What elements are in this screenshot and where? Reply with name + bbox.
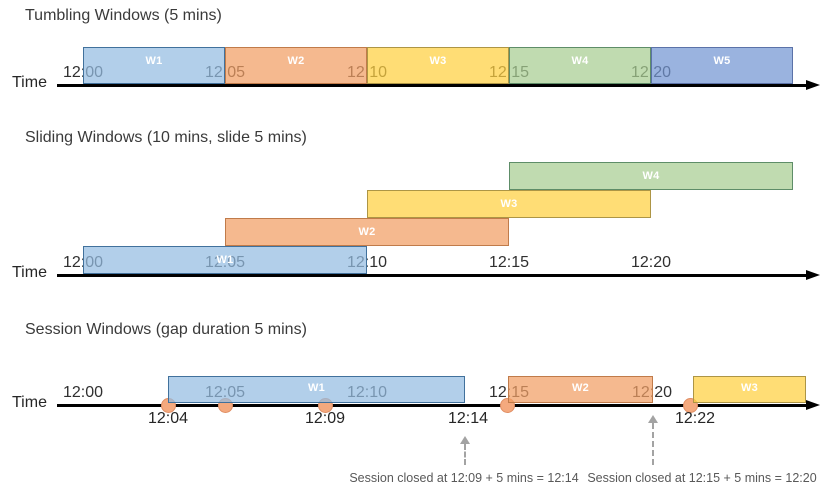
tumbling-window-box-w4: W4 <box>509 47 651 84</box>
tumbling-window-label: W1 <box>145 54 163 67</box>
tumbling-section-title: Tumbling Windows (5 mins) <box>25 7 222 24</box>
tumbling-window-label: W4 <box>571 54 589 67</box>
sliding-section-title: Sliding Windows (10 mins, slide 5 mins) <box>25 129 307 146</box>
sliding-window-box-w3: W3 <box>367 190 651 218</box>
session-time-axis-arrowhead-icon <box>806 399 820 410</box>
session-window-label: W1 <box>307 381 326 394</box>
session-event-time-label: 12:14 <box>447 410 489 427</box>
sliding-window-box-w1: W1 <box>83 246 367 274</box>
session-window-label: W3 <box>740 381 759 394</box>
session-session-closed-note: Session closed at 12:09 + 5 mins = 12:14 <box>349 471 579 485</box>
tumbling-window-label: W2 <box>287 54 305 67</box>
session-window-box-w1: W1 <box>168 376 465 403</box>
sliding-tick-label: 12:20 <box>630 254 672 271</box>
sliding-window-label: W1 <box>216 254 234 266</box>
sliding-window-label: W4 <box>642 170 660 182</box>
tumbling-window-label: W3 <box>429 54 447 67</box>
session-annotation-arrowhead-icon <box>648 415 658 423</box>
session-annotation-dashed-line <box>464 444 466 465</box>
session-event-time-label: 12:04 <box>147 410 189 427</box>
sliding-window-box-w2: W2 <box>225 218 509 246</box>
session-section-title: Session Windows (gap duration 5 mins) <box>25 321 307 338</box>
tumbling-time-axis-label: Time <box>12 74 47 91</box>
sliding-window-label: W3 <box>500 198 518 210</box>
sliding-window-box-w4: W4 <box>509 162 793 190</box>
tumbling-window-label: W5 <box>713 54 731 67</box>
session-annotation-dashed-line <box>652 423 654 465</box>
session-event-time-label: 12:22 <box>674 410 716 427</box>
tumbling-window-box-w2: W2 <box>225 47 367 84</box>
session-annotation-arrowhead-icon <box>460 436 470 444</box>
session-window-box-w3: W3 <box>693 376 806 403</box>
sliding-time-axis-arrowhead-icon <box>806 269 820 280</box>
session-time-axis-line <box>57 404 807 407</box>
sliding-window-label: W2 <box>358 226 376 238</box>
tumbling-window-box-w3: W3 <box>367 47 509 84</box>
session-time-axis-label: Time <box>12 394 47 411</box>
tumbling-window-box-w1: W1 <box>83 47 225 84</box>
session-window-box-w2: W2 <box>508 376 653 403</box>
sliding-tick-label: 12:15 <box>488 254 530 271</box>
session-event-time-label: 12:09 <box>304 410 346 427</box>
session-window-label: W2 <box>571 381 590 394</box>
tumbling-window-box-w5: W5 <box>651 47 793 84</box>
sliding-time-axis-label: Time <box>12 264 47 281</box>
sliding-time-axis-line <box>57 274 807 277</box>
tumbling-time-axis-arrowhead-icon <box>806 79 820 90</box>
tumbling-time-axis-line <box>57 84 807 87</box>
session-session-closed-note: Session closed at 12:15 + 5 mins = 12:20 <box>587 471 817 485</box>
session-tick-label: 12:00 <box>62 384 104 401</box>
